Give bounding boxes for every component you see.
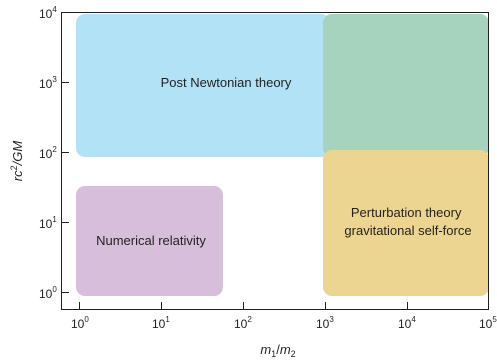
y-tick-label: 104 <box>39 5 57 21</box>
numerical-relativity-label: Numerical relativity <box>96 233 206 248</box>
plot-frame <box>61 12 489 310</box>
x-axis-title: m1/m2 <box>260 342 295 359</box>
y-ticks <box>62 82 69 293</box>
y-tick-label: 100 <box>39 285 57 301</box>
post-newtonian-region <box>76 14 330 157</box>
x-tick-labels: 100 101 102 103 104 105 <box>71 315 497 331</box>
perturbation-region <box>323 150 489 296</box>
y-tick-labels: 100 101 102 103 104 <box>39 5 57 301</box>
y-axis-title: rc2/GM <box>9 141 25 182</box>
x-tick-label: 101 <box>152 315 170 331</box>
y-tick-label: 101 <box>39 215 57 231</box>
y-tick-label: 103 <box>39 75 57 91</box>
x-tick-label: 104 <box>398 315 416 331</box>
x-tick-label: 100 <box>71 315 89 331</box>
x-ticks <box>79 302 408 309</box>
perturbation-label: Perturbation theory gravitational self-f… <box>344 205 471 238</box>
y-tick-label: 102 <box>39 145 57 161</box>
post-newtonian-label: Post Newtonian theory <box>161 75 292 90</box>
overlap-region <box>323 14 489 157</box>
x-tick-label: 103 <box>316 315 334 331</box>
numerical-relativity-region <box>76 186 223 296</box>
x-tick-label: 105 <box>479 315 497 331</box>
x-tick-label: 102 <box>234 315 252 331</box>
